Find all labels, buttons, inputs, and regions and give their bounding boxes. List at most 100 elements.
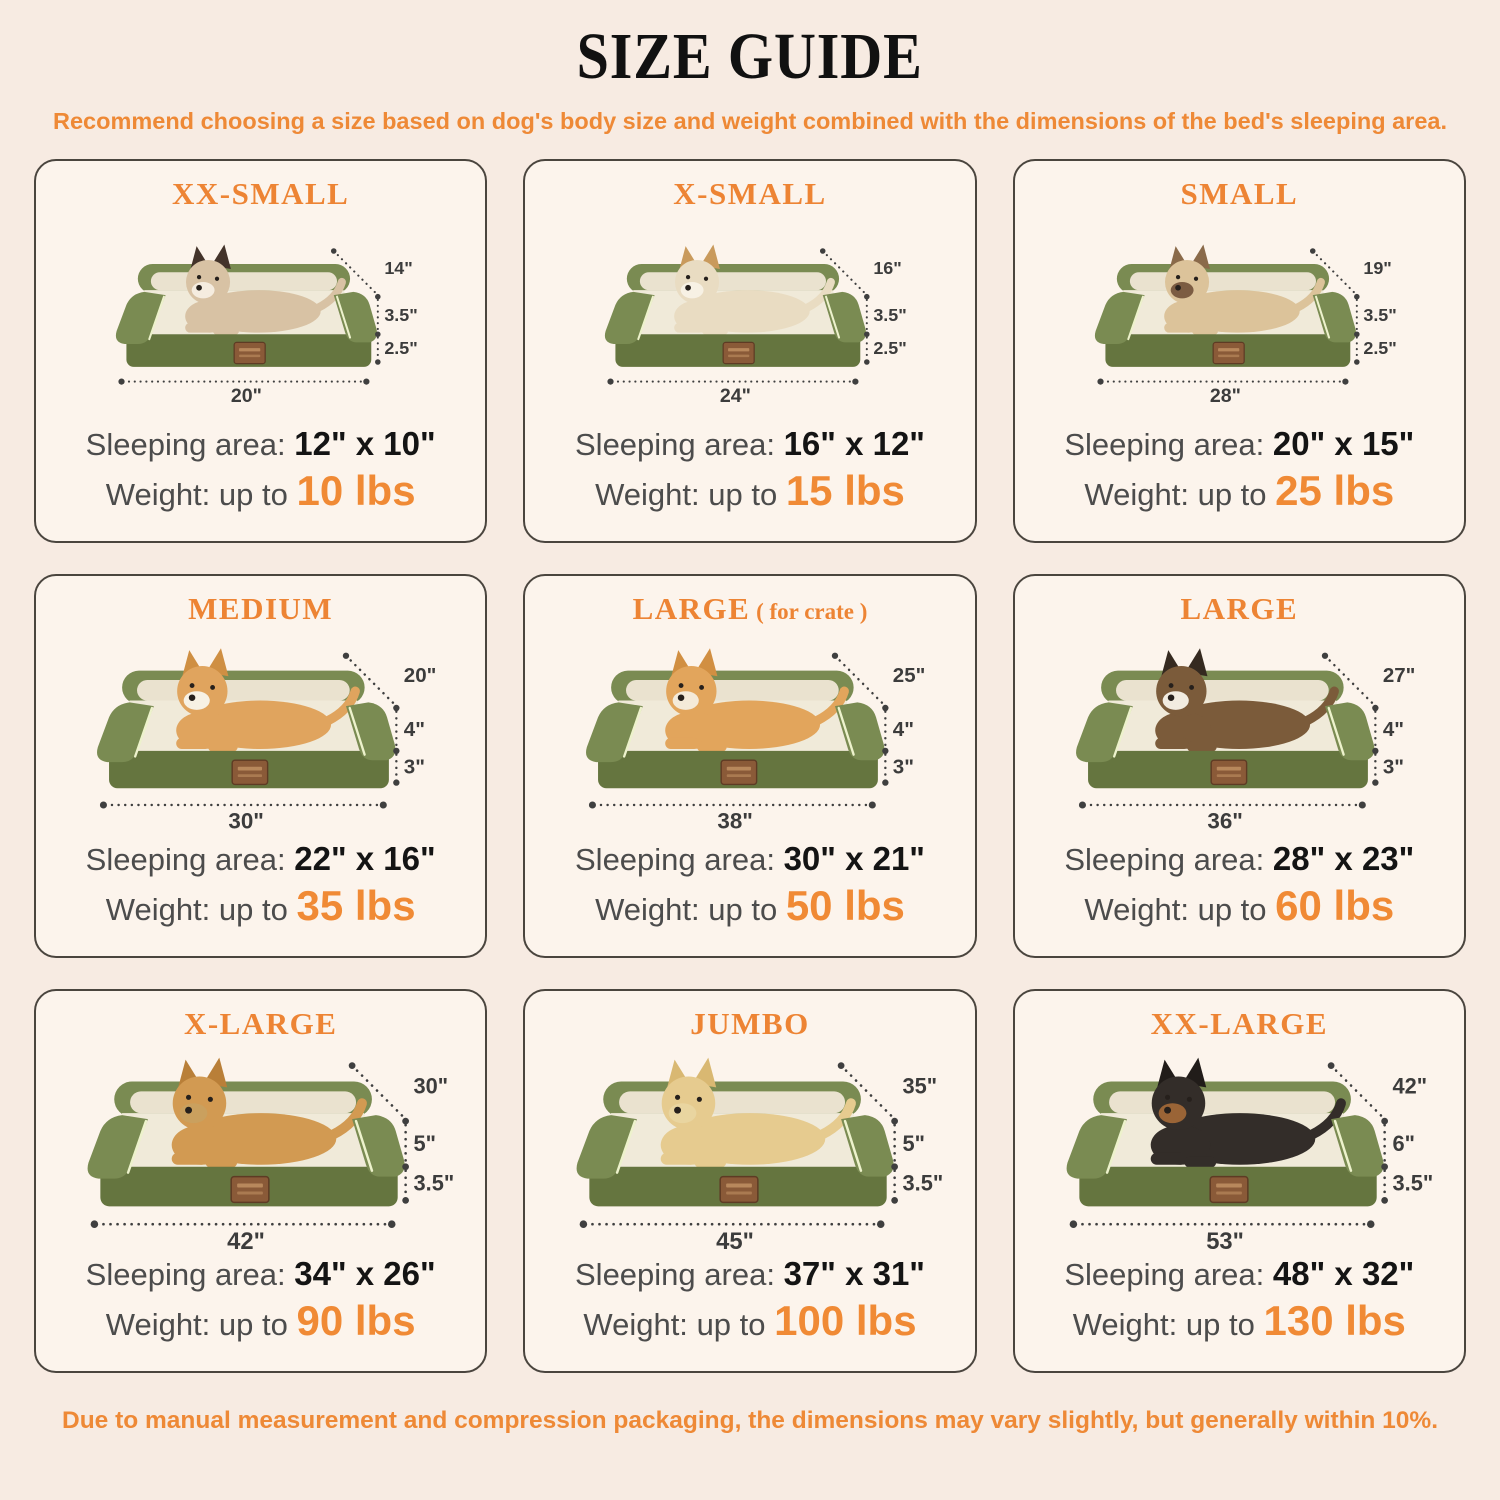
brand-tag: [720, 759, 758, 785]
sleeping-area-line: Sleeping area: 22" x 16": [48, 839, 473, 879]
dog-eye-left: [686, 274, 691, 279]
arm-left-piping: [1126, 295, 1144, 340]
dog-tail: [1301, 686, 1339, 726]
dog-tail: [327, 1097, 367, 1140]
arm-left: [1094, 291, 1145, 344]
dog-illustration-cat: [185, 244, 346, 335]
sleeping-area-label: Sleeping area:: [1064, 1256, 1265, 1292]
bed-scene: 27" 4" 3" 36": [1027, 629, 1452, 835]
weight-label: Weight:: [105, 892, 211, 928]
dog-paw-right: [207, 741, 238, 752]
dog-eye-right: [699, 684, 705, 690]
dog-tail: [802, 277, 836, 312]
bolster-height-label: 3.5": [1363, 305, 1396, 325]
sleeping-area-value: 30" x 21": [783, 839, 925, 877]
width-dimension-label: 28": [1210, 385, 1241, 407]
up-to-label: up to: [1185, 1307, 1255, 1343]
dimension-lines: [118, 247, 381, 385]
arm-left: [1075, 701, 1133, 762]
card-size-label: MEDIUM: [188, 591, 334, 627]
card-title: MEDIUM: [48, 592, 473, 626]
bed-group: 27" 4" 3" 36": [1075, 647, 1415, 833]
bed-illustration: 16" 3.5" 2.5" 24": [605, 244, 907, 407]
bed-illustration: 14" 3.5" 2.5" 20": [115, 244, 418, 407]
up-to-label: up to: [1197, 477, 1267, 513]
dog-eye-right: [1186, 1096, 1192, 1102]
sleeping-area-label: Sleeping area:: [575, 1256, 775, 1292]
depth-dimension-label: 16": [874, 257, 902, 277]
dog-illustration-shiba-inu: [665, 647, 850, 752]
dimension-lines: [589, 652, 889, 809]
bed-illustration: 25" 4" 3" 38": [586, 647, 926, 833]
weight-value: 25 lbs: [1275, 467, 1395, 515]
bolster-height-label: 5": [903, 1130, 925, 1155]
size-card-x-large: X-LARGE: [34, 989, 488, 1374]
dog-eye-left: [1168, 682, 1174, 688]
arm-right: [1324, 701, 1375, 760]
arm-left: [97, 701, 154, 762]
weight-value: 100 lbs: [774, 1297, 917, 1345]
bed-illustration: 20" 4" 3" 30": [97, 647, 437, 833]
dog-paw-left: [185, 322, 215, 333]
card-title: JUMBO: [537, 1007, 962, 1041]
dimension-lines: [607, 247, 870, 385]
sleeping-area-value: 22" x 16": [294, 839, 436, 877]
bolster-cushion: [130, 1090, 357, 1113]
arm-right-piping: [354, 1119, 374, 1172]
dog-nose: [678, 694, 685, 701]
bed-group: 14" 3.5" 2.5" 20": [115, 244, 418, 407]
card-size-label: JUMBO: [690, 1006, 810, 1042]
weight-line: Weight: up to 100 lbs: [537, 1297, 962, 1345]
sleeping-area-line: Sleeping area: 37" x 31": [537, 1254, 962, 1294]
card-size-label: XX-SMALL: [171, 176, 350, 212]
arm-left-piping: [133, 706, 154, 758]
bed-scene: 42" 6" 3.5" 53": [1027, 1044, 1452, 1250]
dog-paw-left: [665, 737, 700, 749]
arm-left: [605, 291, 655, 344]
dog-illustration-border-collie: [1154, 647, 1339, 752]
sleeping-area-label: Sleeping area:: [1064, 841, 1265, 877]
bed-group: 35" 5" 3.5" 45": [576, 1057, 944, 1250]
bolster-cushion: [640, 271, 827, 290]
card-size-label: XX-LARGE: [1150, 1006, 1328, 1042]
width-dimension-label: 30": [228, 808, 264, 833]
dog-nose: [196, 284, 202, 291]
dimension-lines: [579, 1061, 899, 1228]
arm-right: [352, 1114, 405, 1177]
bed-scene: 19" 3.5" 2.5" 28": [1027, 214, 1452, 420]
up-to-label: up to: [218, 892, 288, 928]
weight-value: 50 lbs: [785, 882, 905, 930]
arm-left: [115, 291, 166, 344]
bed-group: 42" 6" 3.5" 53": [1066, 1057, 1433, 1250]
dog-tail: [816, 1097, 857, 1140]
base-height-label: 2.5": [1363, 337, 1396, 357]
dog-eye-right: [697, 1096, 703, 1102]
card-size-label: SMALL: [1180, 176, 1299, 212]
page-title: SIZE GUIDE: [576, 20, 924, 93]
card-title: SMALL: [1027, 177, 1452, 211]
card-title: XX-SMALL: [48, 177, 473, 211]
depth-dimension-label: 30": [414, 1073, 449, 1098]
depth-dimension-label: 20": [404, 663, 437, 686]
dog-eye-right: [1188, 684, 1194, 690]
sleeping-area-value: 48" x 32": [1272, 1254, 1415, 1292]
bed-scene: 16" 3.5" 2.5" 24": [537, 214, 962, 420]
bed-group: 25" 4" 3" 38": [586, 647, 926, 833]
weight-value: 15 lbs: [785, 467, 905, 515]
card-title: XX-LARGE: [1027, 1007, 1452, 1041]
sleeping-area-label: Sleeping area:: [575, 841, 775, 877]
bed-group: 19" 3.5" 2.5" 28": [1094, 244, 1396, 407]
arm-left: [87, 1114, 148, 1179]
arm-right: [1312, 291, 1356, 342]
dog-paw-left: [661, 1152, 697, 1165]
card-size-suffix: ( for crate ): [750, 599, 868, 625]
dog-illustration-rottweiler: [1150, 1057, 1346, 1168]
dog-paw-left: [1150, 1152, 1187, 1165]
dog-eye-left: [196, 274, 202, 279]
sleeping-area-label: Sleeping area:: [85, 426, 286, 462]
weight-value: 35 lbs: [296, 882, 416, 930]
weight-label: Weight:: [595, 892, 700, 928]
weight-line: Weight: up to 60 lbs: [1027, 882, 1452, 930]
base-height-label: 3": [893, 755, 914, 778]
sleeping-area-value: 20" x 15": [1272, 424, 1415, 462]
